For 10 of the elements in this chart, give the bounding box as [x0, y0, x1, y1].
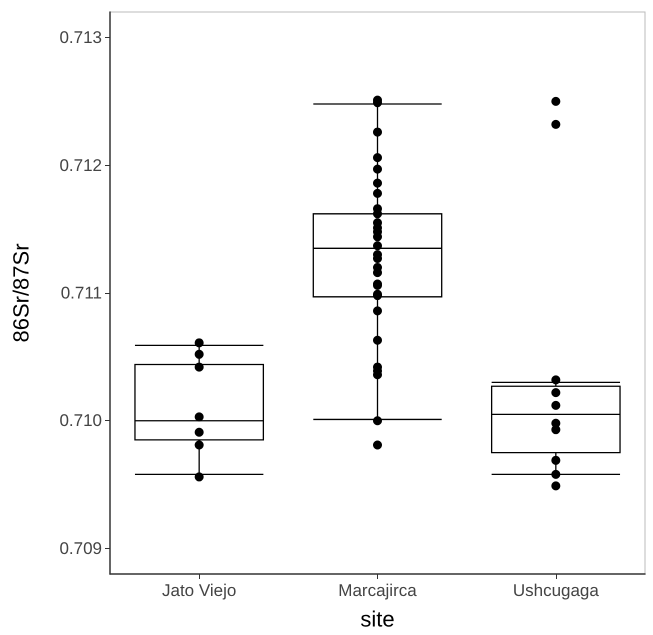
y-axis-title: 86Sr/87Sr: [8, 243, 34, 343]
x-tick-label: Jato Viejo: [162, 581, 236, 600]
y-tick-label: 0.710: [59, 411, 102, 430]
x-tick-label: Ushcugaga: [512, 581, 600, 600]
x-axis-title: site: [360, 606, 395, 632]
y-tick-label: 0.709: [59, 538, 102, 558]
x-tick-label: Marcajirca: [338, 581, 418, 600]
y-tick-label: 0.713: [59, 28, 102, 48]
y-tick-label: 0.712: [59, 156, 102, 175]
y-tick-label: 0.711: [60, 284, 102, 302]
